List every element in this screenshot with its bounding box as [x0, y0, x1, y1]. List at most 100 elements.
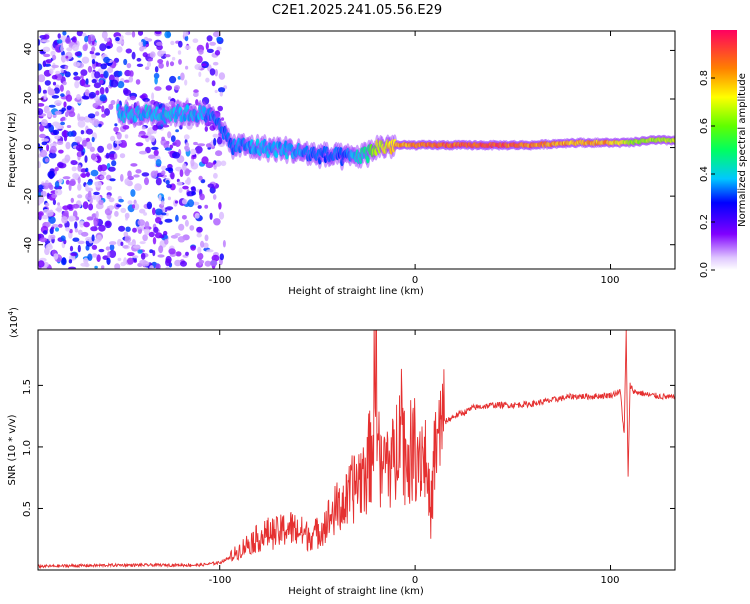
heatmap-noise-blob — [105, 87, 109, 94]
heatmap-noise-blob — [69, 180, 76, 186]
heatmap-noise-blob — [171, 56, 176, 61]
heatmap-noise-blob — [201, 156, 209, 165]
heatmap-noise-blob — [118, 198, 124, 203]
heatmap-noise-blob — [119, 142, 127, 148]
colorbar — [711, 30, 737, 270]
heatmap-noise-blob — [178, 187, 183, 193]
heatmap-noise-blob — [120, 207, 127, 213]
heatmap-noise-blob — [220, 160, 227, 167]
heatmap-noise-blob — [213, 137, 217, 146]
heatmap-noise-blob — [118, 70, 123, 77]
bottom-ytick-label-1.0: 1.0 — [22, 440, 33, 456]
heatmap-noise-blob — [122, 245, 129, 249]
heatmap-noise-blob — [143, 212, 148, 216]
scale-base: (x10 — [9, 315, 20, 338]
heatmap-noise-blob — [146, 201, 153, 210]
heatmap-noise-blob — [107, 251, 111, 259]
heatmap-noise-blob — [126, 257, 134, 265]
heatmap-noise-blob — [47, 170, 55, 179]
heatmap-noise-blob — [142, 52, 148, 58]
heatmap-noise-blob — [100, 73, 105, 78]
heatmap-noise-blob — [72, 172, 79, 180]
heatmap-noise-blob — [54, 100, 62, 106]
heatmap-noise-blob — [132, 255, 139, 259]
heatmap-noise-blob — [106, 185, 113, 191]
top-ytick-label-neg40: -40 — [23, 237, 34, 253]
top-ytick-label-neg20: -20 — [23, 188, 34, 204]
heatmap-noise-blob — [211, 80, 216, 87]
heatmap-noise-blob — [128, 76, 134, 83]
heatmap-noise-blob — [174, 233, 181, 237]
heatmap-noise-blob — [167, 131, 172, 139]
bottom-xtick-label-100: 100 — [600, 575, 619, 586]
heatmap-noise-blob — [148, 231, 155, 238]
heatmap-noise-blob — [158, 62, 164, 69]
heatmap-noise-blob — [48, 104, 56, 108]
heatmap-noise-blob — [130, 163, 138, 167]
heatmap-noise-blob — [213, 218, 221, 226]
heatmap-noise-blob — [95, 52, 100, 56]
heatmap-noise-blob — [151, 92, 155, 100]
heatmap-noise-blob — [135, 79, 141, 85]
snr-line — [38, 330, 675, 570]
heatmap-noise-blob — [139, 259, 148, 265]
heatmap-noise-blob — [124, 31, 133, 36]
heatmap-ridge-cell — [366, 155, 370, 164]
heatmap-noise-blob — [169, 144, 174, 149]
heatmap-noise-blob — [65, 141, 71, 150]
heatmap-noise-blob — [48, 216, 56, 224]
heatmap-noise-blob — [131, 31, 136, 38]
heatmap-noise-blob — [64, 65, 69, 70]
heatmap-noise-blob — [38, 84, 41, 91]
heatmap-noise-blob — [99, 43, 107, 52]
heatmap-noise-blob — [93, 191, 100, 196]
heatmap-noise-blob — [65, 227, 71, 232]
heatmap-noise-blob — [43, 53, 51, 58]
heatmap-noise-blob — [155, 159, 162, 167]
heatmap-noise-blob — [204, 126, 208, 132]
heatmap-noise-blob — [139, 150, 147, 155]
heatmap-noise-blob — [74, 221, 78, 230]
heatmap-noise-blob — [131, 204, 136, 209]
heatmap-noise-blob — [65, 94, 73, 102]
heatmap-noise-blob — [142, 39, 147, 47]
heatmap-noise-blob — [125, 48, 132, 54]
heatmap-noise-blob — [51, 95, 60, 99]
heatmap-noise-blob — [65, 111, 69, 118]
heatmap-noise-blob — [197, 205, 202, 209]
heatmap-noise-blob — [103, 56, 110, 64]
heatmap-noise-blob — [212, 194, 217, 200]
heatmap-noise-blob — [42, 89, 47, 94]
heatmap-noise-blob — [184, 35, 189, 42]
heatmap-noise-blob — [174, 259, 182, 267]
heatmap-noise-blob — [216, 36, 222, 42]
heatmap-noise-blob — [123, 231, 129, 237]
heatmap-noise-blob — [81, 231, 89, 237]
heatmap-noise-blob — [158, 245, 164, 254]
heatmap-noise-blob — [63, 135, 68, 142]
heatmap-noise-blob — [90, 153, 97, 160]
heatmap-noise-blob — [63, 129, 67, 138]
heatmap-noise-blob — [205, 162, 214, 169]
heatmap-noise-blob — [127, 242, 136, 246]
heatmap-noise-blob — [81, 56, 90, 64]
heatmap-noise-blob — [198, 175, 203, 181]
heatmap-noise-blob — [180, 260, 187, 267]
heatmap-noise-blob — [82, 44, 88, 52]
heatmap-noise-blob — [106, 45, 111, 49]
heatmap-noise-blob — [82, 96, 90, 100]
top-plot-frame — [37, 30, 676, 270]
heatmap-noise-blob — [214, 50, 221, 56]
heatmap-noise-blob — [87, 65, 93, 73]
heatmap-noise-blob — [136, 63, 144, 67]
heatmap-noise-blob — [138, 41, 144, 47]
heatmap-noise-blob — [110, 100, 116, 105]
heatmap-noise-blob — [183, 31, 189, 37]
heatmap-noise-blob — [84, 155, 88, 163]
heatmap-noise-blob — [85, 171, 90, 178]
heatmap-noise-blob — [110, 135, 116, 142]
heatmap-noise-blob — [94, 111, 100, 117]
heatmap-noise-blob — [177, 50, 182, 55]
heatmap-noise-blob — [68, 266, 77, 269]
heatmap-noise-blob — [74, 51, 82, 57]
